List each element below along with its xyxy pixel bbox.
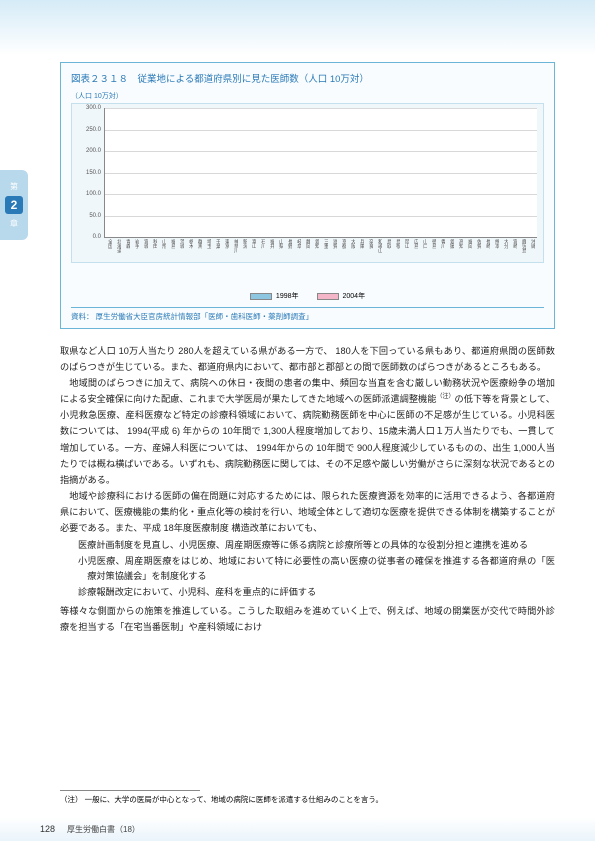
- publication-name: 厚生労働白書（18）: [67, 824, 140, 835]
- chart-container: 図表２３１８ 従業地による都道府県別に見た医師数（人口 10万対） （人口 10…: [60, 62, 555, 329]
- chart-legend: 1998年 2004年: [71, 291, 544, 301]
- bullet-3: 診療報酬改定において、小児科、産科を重点的に評価する: [78, 585, 555, 601]
- chapter-top: 第: [10, 181, 18, 192]
- page-content: 図表２３１８ 従業地による都道府県別に見た医師数（人口 10万対） （人口 10…: [60, 62, 555, 635]
- legend-swatch-1998: [250, 293, 272, 300]
- chart-source: 資料： 厚生労働省大臣官房統計情報部「医師・歯科医師・薬剤師調査」: [71, 307, 544, 322]
- footnote: （注） 一般に、大学の医局が中心となって、地域の病院に医師を派遣する仕組みのこと…: [60, 790, 555, 805]
- footnote-ref: （注）: [436, 394, 454, 400]
- para-3: 地域や診療科における医師の偏在問題に対応するためには、限られた医療資源を効率的に…: [60, 488, 555, 536]
- bullet-list: 医療計画制度を見直し、小児医療、周産期医療等に係る病院と診療所等との具体的な役割…: [78, 538, 555, 601]
- legend-swatch-2004: [317, 293, 339, 300]
- chart-area: 0.050.0100.0150.0200.0250.0300.0全国北海道青森岩…: [71, 103, 544, 263]
- legend-label-2004: 2004年: [343, 291, 366, 301]
- chapter-tab: 第 2 章: [0, 170, 28, 240]
- footnote-text: 一般に、大学の医局が中心となって、地域の病院に医師を派遣する仕組みのことを言う。: [85, 795, 383, 804]
- legend-item-1998: 1998年: [250, 291, 299, 301]
- bullet-2: 小児医療、周産期医療をはじめ、地域において特に必要性の高い医療の従事者の確保を推…: [78, 554, 555, 585]
- chart-y-axis-label: （人口 10万対）: [71, 91, 544, 101]
- chapter-number: 2: [5, 196, 23, 214]
- chart-title: 図表２３１８ 従業地による都道府県別に見た医師数（人口 10万対）: [71, 71, 544, 85]
- footnote-rule: [60, 790, 200, 791]
- chart-plot: 0.050.0100.0150.0200.0250.0300.0全国北海道青森岩…: [104, 108, 537, 238]
- closing-para: 等様々な側面からの施策を推進している。こうした取組みを進めていく上で、例えば、地…: [60, 603, 555, 635]
- body-text: 取県など人口 10万人当たり 280人を超えている県がある一方で、 180人を下…: [60, 343, 555, 635]
- page-header-gradient: [0, 0, 595, 55]
- page-footer: 128 厚生労働白書（18）: [0, 817, 595, 841]
- para-2: 地域間のばらつきに加えて、病院への休日・夜間の患者の集中、頻回な当直を含む厳しい…: [60, 375, 555, 488]
- chapter-bottom: 章: [10, 218, 18, 229]
- legend-item-2004: 2004年: [317, 291, 366, 301]
- para-1: 取県など人口 10万人当たり 280人を超えている県がある一方で、 180人を下…: [60, 343, 555, 375]
- bullet-1: 医療計画制度を見直し、小児医療、周産期医療等に係る病院と診療所等との具体的な役割…: [78, 538, 555, 554]
- page-number: 128: [40, 824, 55, 834]
- footnote-marker: （注）: [60, 795, 83, 804]
- legend-label-1998: 1998年: [276, 291, 299, 301]
